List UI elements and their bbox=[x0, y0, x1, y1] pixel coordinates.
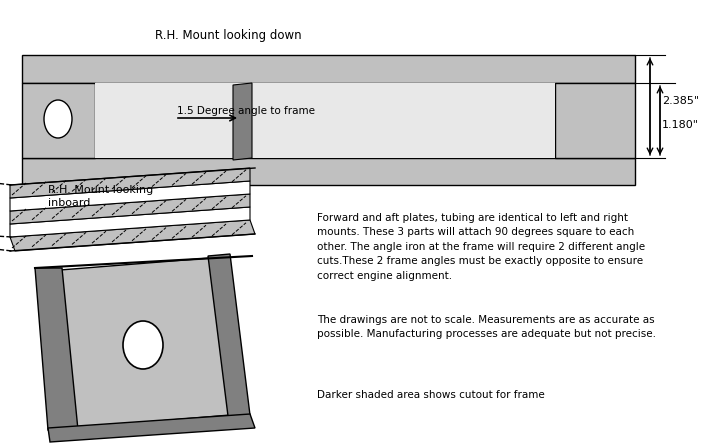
Text: Darker shaded area shows cutout for frame: Darker shaded area shows cutout for fram… bbox=[317, 390, 545, 400]
Polygon shape bbox=[10, 194, 250, 224]
Polygon shape bbox=[35, 268, 78, 430]
Text: 1.180": 1.180" bbox=[662, 120, 699, 129]
Ellipse shape bbox=[44, 100, 72, 138]
Ellipse shape bbox=[123, 321, 163, 369]
Bar bbox=[555, 83, 635, 158]
Bar bbox=[22, 55, 635, 83]
Polygon shape bbox=[208, 254, 250, 416]
Polygon shape bbox=[60, 258, 230, 428]
Bar bbox=[22, 158, 635, 185]
Bar bbox=[22, 83, 95, 158]
Polygon shape bbox=[10, 207, 250, 237]
Polygon shape bbox=[10, 168, 250, 198]
Polygon shape bbox=[233, 83, 252, 160]
Text: The drawings are not to scale. Measurements are as accurate as
possible. Manufac: The drawings are not to scale. Measureme… bbox=[317, 315, 656, 340]
Text: R.H. Mount looking
inboard: R.H. Mount looking inboard bbox=[48, 185, 153, 208]
Text: 1.5 Degree angle to frame: 1.5 Degree angle to frame bbox=[177, 106, 315, 116]
Polygon shape bbox=[10, 181, 250, 211]
Polygon shape bbox=[10, 220, 255, 251]
Polygon shape bbox=[48, 414, 255, 442]
Text: Forward and aft plates, tubing are identical to left and right
mounts. These 3 p: Forward and aft plates, tubing are ident… bbox=[317, 213, 645, 281]
Text: R.H. Mount looking down: R.H. Mount looking down bbox=[155, 29, 302, 42]
Text: 2.385": 2.385" bbox=[662, 96, 699, 105]
Bar bbox=[95, 83, 555, 158]
